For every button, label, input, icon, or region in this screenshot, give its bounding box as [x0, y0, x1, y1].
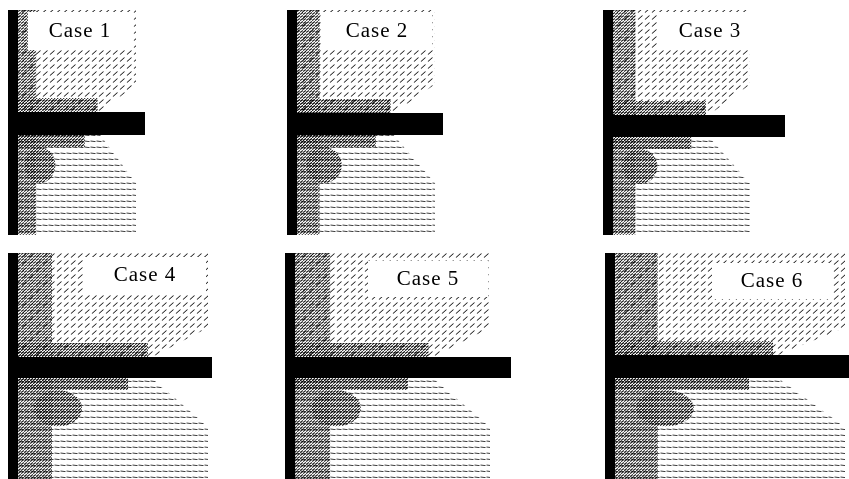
shear-layer: [8, 343, 148, 357]
shear-layer: [603, 101, 706, 115]
shear-layer: [605, 341, 773, 355]
panel-label: Case 5: [397, 266, 460, 290]
vortex: [34, 390, 82, 426]
shear-layer: [603, 137, 691, 149]
shear-layer: [287, 135, 376, 147]
panel-label: Case 3: [679, 18, 742, 42]
flow-panel: Case 4: [8, 253, 212, 479]
panel-label: Case 6: [741, 268, 804, 292]
panel-label: Case 4: [114, 262, 177, 286]
panels: Case 1 Case 2 Case 3 Case 4 Case 5 Case 6: [8, 10, 849, 479]
jet: [603, 115, 785, 137]
figure: Case 1 Case 2 Case 3 Case 4 Case 5 Case 6: [0, 0, 849, 479]
shear-layer: [287, 99, 391, 113]
shear-layer: [285, 378, 408, 390]
vortex: [306, 147, 342, 183]
jet: [8, 357, 212, 378]
vortex: [25, 147, 56, 183]
panel-label: Case 2: [346, 18, 409, 42]
flow-panel: Case 5: [285, 253, 511, 479]
jet: [605, 355, 849, 378]
jet: [8, 112, 145, 135]
flow-panel: Case 1: [8, 10, 145, 235]
flow-panel: Case 6: [605, 253, 849, 479]
vortex: [622, 149, 657, 184]
vortex: [636, 390, 694, 426]
jet: [287, 113, 443, 135]
shear-layer: [8, 378, 128, 390]
vortex: [312, 390, 361, 426]
jet: [285, 357, 511, 378]
shear-layer: [285, 343, 429, 357]
shear-layer: [8, 98, 98, 112]
shear-layer: [605, 378, 749, 390]
flow-panel: Case 3: [603, 10, 785, 235]
shear-layer: [8, 135, 85, 147]
panel-label: Case 1: [49, 18, 112, 42]
flow-panel: Case 2: [287, 10, 443, 235]
